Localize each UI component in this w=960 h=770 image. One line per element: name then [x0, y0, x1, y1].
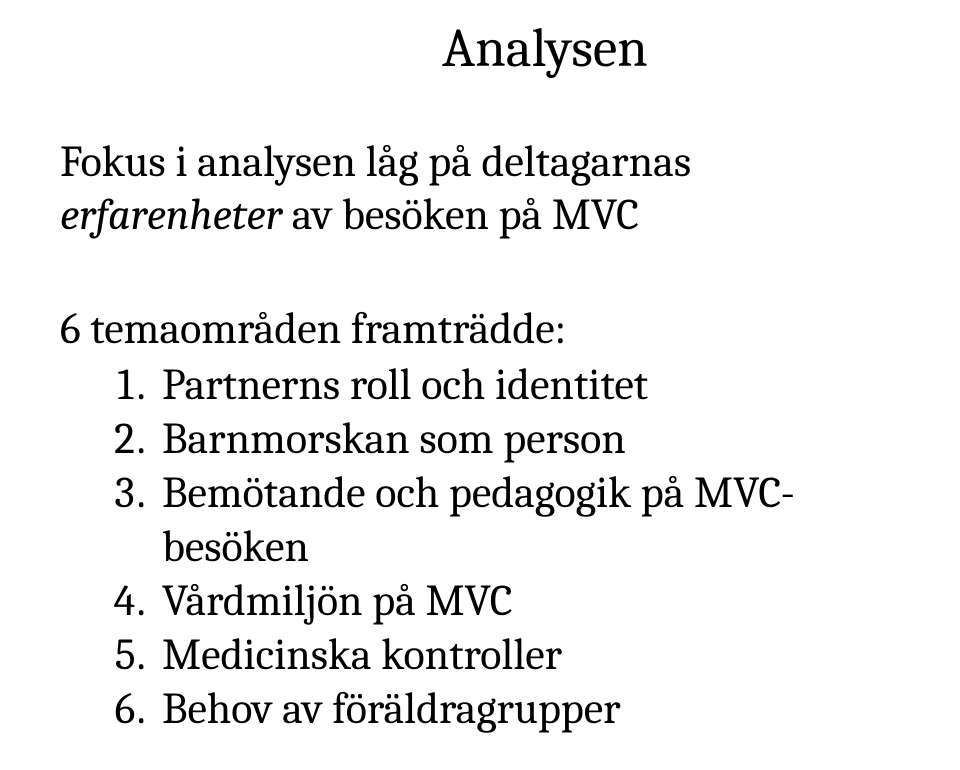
- intro-italic: erfarenheter: [60, 189, 282, 240]
- list-item: Medicinska kontroller: [154, 628, 920, 682]
- themes-subhead: 6 temaområden framträdde:: [60, 302, 920, 356]
- intro-paragraph: Fokus i analysen låg på deltagarnas erfa…: [60, 135, 920, 242]
- list-item: Behov av föräldragrupper: [154, 682, 920, 736]
- intro-text-1: Fokus i analysen låg på deltagarnas: [60, 136, 691, 187]
- list-item: Bemötande och pedagogik på MVC-besöken: [154, 466, 920, 574]
- themes-list: Partnerns roll och identitet Barnmorskan…: [60, 358, 920, 737]
- page-title: Analysen: [60, 18, 920, 79]
- document-page: Analysen Fokus i analysen låg på deltaga…: [0, 0, 960, 770]
- list-item: Barnmorskan som person: [154, 412, 920, 466]
- list-item: Partnerns roll och identitet: [154, 358, 920, 412]
- list-item: Vårdmiljön på MVC: [154, 574, 920, 628]
- intro-text-2: av besöken på MVC: [282, 189, 639, 240]
